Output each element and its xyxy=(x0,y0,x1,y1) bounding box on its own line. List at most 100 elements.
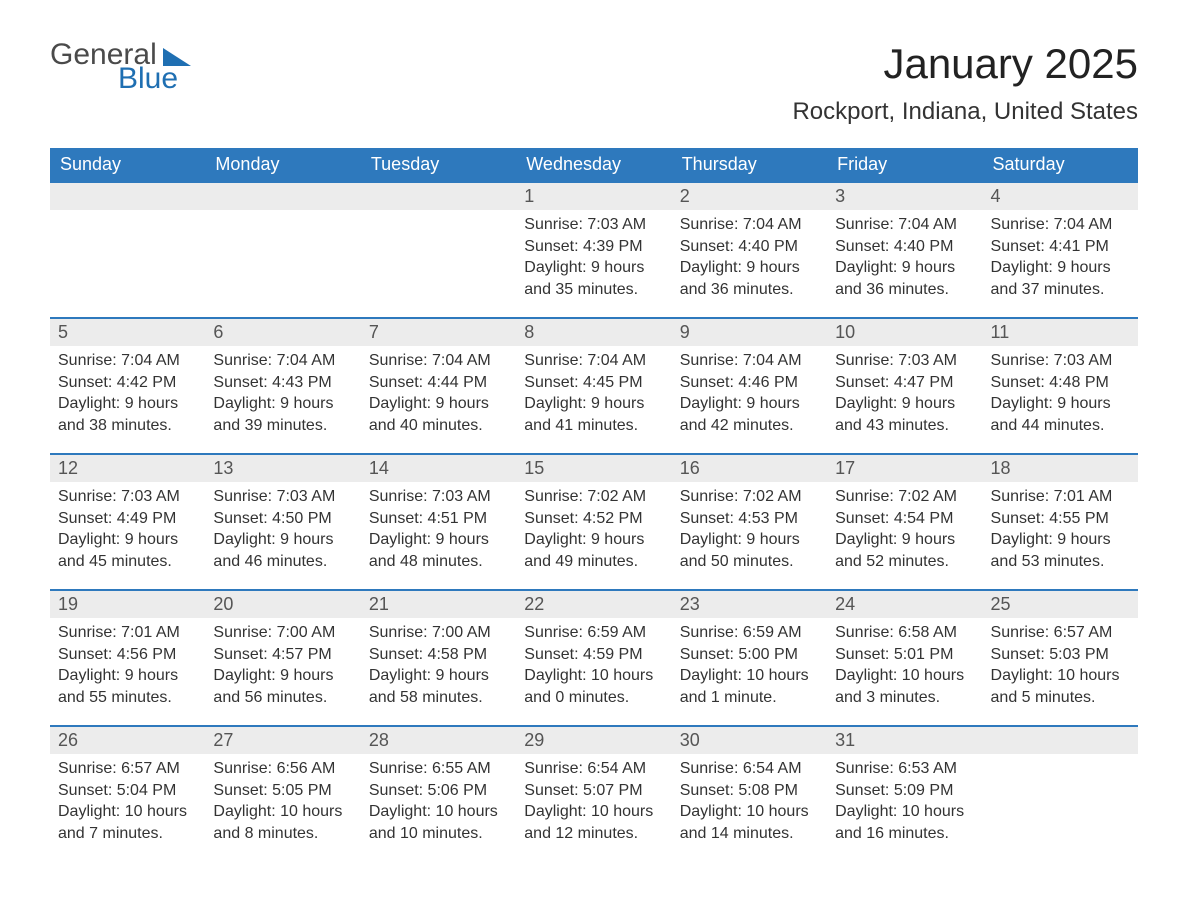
day-body: Sunrise: 7:03 AMSunset: 4:48 PMDaylight:… xyxy=(983,346,1138,446)
sunset-text: Sunset: 4:42 PM xyxy=(58,372,197,394)
sunrise-text: Sunrise: 7:02 AM xyxy=(680,486,819,508)
sunset-text: Sunset: 5:00 PM xyxy=(680,644,819,666)
day-number: 19 xyxy=(50,591,205,618)
day-wrap: 4Sunrise: 7:04 AMSunset: 4:41 PMDaylight… xyxy=(983,181,1138,310)
day-number: 17 xyxy=(827,455,982,482)
sunset-text: Sunset: 5:07 PM xyxy=(524,780,663,802)
day-body: Sunrise: 6:59 AMSunset: 5:00 PMDaylight:… xyxy=(672,618,827,718)
day-number: 5 xyxy=(50,319,205,346)
day-wrap: 22Sunrise: 6:59 AMSunset: 4:59 PMDayligh… xyxy=(516,589,671,718)
calendar-cell: 21Sunrise: 7:00 AMSunset: 4:58 PMDayligh… xyxy=(361,589,516,725)
calendar-cell: 9Sunrise: 7:04 AMSunset: 4:46 PMDaylight… xyxy=(672,317,827,453)
day-wrap: 9Sunrise: 7:04 AMSunset: 4:46 PMDaylight… xyxy=(672,317,827,446)
day-body: Sunrise: 7:04 AMSunset: 4:45 PMDaylight:… xyxy=(516,346,671,446)
day-wrap: 17Sunrise: 7:02 AMSunset: 4:54 PMDayligh… xyxy=(827,453,982,582)
sunrise-text: Sunrise: 6:54 AM xyxy=(680,758,819,780)
sunrise-text: Sunrise: 6:53 AM xyxy=(835,758,974,780)
daylight-text: Daylight: 10 hours and 0 minutes. xyxy=(524,665,663,708)
daylight-text: Daylight: 9 hours and 41 minutes. xyxy=(524,393,663,436)
day-body: Sunrise: 7:04 AMSunset: 4:44 PMDaylight:… xyxy=(361,346,516,446)
daylight-text: Daylight: 9 hours and 56 minutes. xyxy=(213,665,352,708)
logo: General Blue xyxy=(50,40,191,94)
calendar-cell: 11Sunrise: 7:03 AMSunset: 4:48 PMDayligh… xyxy=(983,317,1138,453)
sunset-text: Sunset: 4:41 PM xyxy=(991,236,1130,258)
sunrise-text: Sunrise: 7:04 AM xyxy=(680,214,819,236)
day-wrap: 8Sunrise: 7:04 AMSunset: 4:45 PMDaylight… xyxy=(516,317,671,446)
sunset-text: Sunset: 5:04 PM xyxy=(58,780,197,802)
day-number xyxy=(361,183,516,210)
sunset-text: Sunset: 4:40 PM xyxy=(835,236,974,258)
day-number: 25 xyxy=(983,591,1138,618)
day-number xyxy=(50,183,205,210)
calendar-cell: 7Sunrise: 7:04 AMSunset: 4:44 PMDaylight… xyxy=(361,317,516,453)
calendar-cell: 5Sunrise: 7:04 AMSunset: 4:42 PMDaylight… xyxy=(50,317,205,453)
day-wrap: 29Sunrise: 6:54 AMSunset: 5:07 PMDayligh… xyxy=(516,725,671,854)
sunset-text: Sunset: 5:03 PM xyxy=(991,644,1130,666)
calendar-cell: 30Sunrise: 6:54 AMSunset: 5:08 PMDayligh… xyxy=(672,725,827,861)
day-wrap: 21Sunrise: 7:00 AMSunset: 4:58 PMDayligh… xyxy=(361,589,516,718)
day-body: Sunrise: 7:04 AMSunset: 4:46 PMDaylight:… xyxy=(672,346,827,446)
day-body: Sunrise: 6:59 AMSunset: 4:59 PMDaylight:… xyxy=(516,618,671,718)
sunrise-text: Sunrise: 7:03 AM xyxy=(213,486,352,508)
day-body: Sunrise: 6:53 AMSunset: 5:09 PMDaylight:… xyxy=(827,754,982,854)
day-body: Sunrise: 6:56 AMSunset: 5:05 PMDaylight:… xyxy=(205,754,360,854)
sunset-text: Sunset: 4:56 PM xyxy=(58,644,197,666)
sunset-text: Sunset: 4:59 PM xyxy=(524,644,663,666)
day-body: Sunrise: 7:03 AMSunset: 4:49 PMDaylight:… xyxy=(50,482,205,582)
day-number: 7 xyxy=(361,319,516,346)
calendar-cell: 10Sunrise: 7:03 AMSunset: 4:47 PMDayligh… xyxy=(827,317,982,453)
day-wrap: 27Sunrise: 6:56 AMSunset: 5:05 PMDayligh… xyxy=(205,725,360,854)
day-wrap: 13Sunrise: 7:03 AMSunset: 4:50 PMDayligh… xyxy=(205,453,360,582)
calendar-cell: 13Sunrise: 7:03 AMSunset: 4:50 PMDayligh… xyxy=(205,453,360,589)
daylight-text: Daylight: 9 hours and 53 minutes. xyxy=(991,529,1130,572)
day-number: 26 xyxy=(50,727,205,754)
daylight-text: Daylight: 9 hours and 55 minutes. xyxy=(58,665,197,708)
sunset-text: Sunset: 4:44 PM xyxy=(369,372,508,394)
day-body: Sunrise: 6:58 AMSunset: 5:01 PMDaylight:… xyxy=(827,618,982,718)
month-title: January 2025 xyxy=(792,40,1138,88)
daylight-text: Daylight: 9 hours and 44 minutes. xyxy=(991,393,1130,436)
sunrise-text: Sunrise: 7:04 AM xyxy=(58,350,197,372)
daylight-text: Daylight: 9 hours and 49 minutes. xyxy=(524,529,663,572)
day-number xyxy=(205,183,360,210)
calendar-cell xyxy=(983,725,1138,861)
sunrise-text: Sunrise: 7:02 AM xyxy=(835,486,974,508)
day-number: 29 xyxy=(516,727,671,754)
daylight-text: Daylight: 10 hours and 3 minutes. xyxy=(835,665,974,708)
daylight-text: Daylight: 9 hours and 43 minutes. xyxy=(835,393,974,436)
daylight-text: Daylight: 9 hours and 48 minutes. xyxy=(369,529,508,572)
day-wrap: 30Sunrise: 6:54 AMSunset: 5:08 PMDayligh… xyxy=(672,725,827,854)
day-body: Sunrise: 7:03 AMSunset: 4:50 PMDaylight:… xyxy=(205,482,360,582)
day-number: 8 xyxy=(516,319,671,346)
calendar-cell: 15Sunrise: 7:02 AMSunset: 4:52 PMDayligh… xyxy=(516,453,671,589)
sunrise-text: Sunrise: 7:00 AM xyxy=(369,622,508,644)
day-wrap: 14Sunrise: 7:03 AMSunset: 4:51 PMDayligh… xyxy=(361,453,516,582)
sunset-text: Sunset: 4:55 PM xyxy=(991,508,1130,530)
day-number: 11 xyxy=(983,319,1138,346)
day-wrap: 16Sunrise: 7:02 AMSunset: 4:53 PMDayligh… xyxy=(672,453,827,582)
sunrise-text: Sunrise: 7:03 AM xyxy=(524,214,663,236)
sunset-text: Sunset: 4:50 PM xyxy=(213,508,352,530)
sunset-text: Sunset: 4:53 PM xyxy=(680,508,819,530)
day-body: Sunrise: 6:55 AMSunset: 5:06 PMDaylight:… xyxy=(361,754,516,854)
day-number: 20 xyxy=(205,591,360,618)
logo-triangle-icon xyxy=(163,48,191,66)
sunset-text: Sunset: 4:47 PM xyxy=(835,372,974,394)
weekday-header: Sunday xyxy=(50,148,205,181)
calendar-cell: 6Sunrise: 7:04 AMSunset: 4:43 PMDaylight… xyxy=(205,317,360,453)
sunrise-text: Sunrise: 6:56 AM xyxy=(213,758,352,780)
weekday-header: Wednesday xyxy=(516,148,671,181)
day-wrap: 3Sunrise: 7:04 AMSunset: 4:40 PMDaylight… xyxy=(827,181,982,310)
day-body: Sunrise: 7:00 AMSunset: 4:57 PMDaylight:… xyxy=(205,618,360,718)
day-number: 31 xyxy=(827,727,982,754)
day-body: Sunrise: 7:04 AMSunset: 4:43 PMDaylight:… xyxy=(205,346,360,446)
sunrise-text: Sunrise: 7:02 AM xyxy=(524,486,663,508)
day-wrap: 10Sunrise: 7:03 AMSunset: 4:47 PMDayligh… xyxy=(827,317,982,446)
daylight-text: Daylight: 9 hours and 36 minutes. xyxy=(680,257,819,300)
daylight-text: Daylight: 9 hours and 36 minutes. xyxy=(835,257,974,300)
daylight-text: Daylight: 10 hours and 14 minutes. xyxy=(680,801,819,844)
day-number: 2 xyxy=(672,183,827,210)
weekday-header: Friday xyxy=(827,148,982,181)
day-wrap xyxy=(983,725,1138,768)
day-wrap: 6Sunrise: 7:04 AMSunset: 4:43 PMDaylight… xyxy=(205,317,360,446)
